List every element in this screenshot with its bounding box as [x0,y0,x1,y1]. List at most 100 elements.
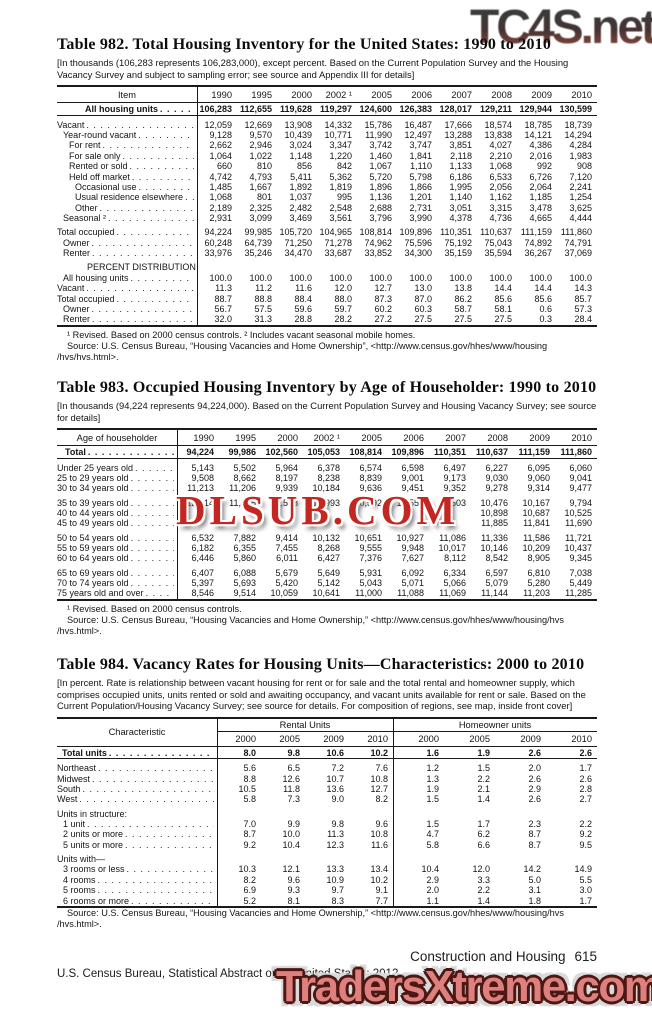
row-label: 35 to 39 years old [57,497,177,508]
data-cell: 801 [256,192,272,203]
data-cell: 992 [536,161,552,172]
row-label-text: All housing units [63,272,129,283]
data-cell: 9,508 [191,473,214,484]
table-983-section: Table 983. Occupied Housing Inventory by… [57,379,597,637]
data-cell: 110,351 [440,227,472,238]
year-header-cell: 2000 [418,734,439,745]
data-cell: 85.6 [494,293,512,304]
table-983-title: Table 983. Occupied Housing Inventory by… [57,379,597,396]
row-label-text: 70 to 74 years old [57,577,129,588]
data-cell: 1,064 [209,150,232,161]
data-cell: 12.6 [282,773,300,784]
data-cell: 35,594 [484,248,512,259]
dot-leader [125,829,214,839]
data-cell: 5,362 [329,171,352,182]
data-cell: 11.2 [255,283,272,294]
table-984-section: Table 984. Vacancy Rates for Housing Uni… [57,656,597,930]
data-cell: 12,059 [204,119,232,130]
data-cell: 4,386 [529,140,552,151]
table-983-footnote: ¹ Revised. Based on 2000 census controls… [67,604,242,615]
data-cell: 128,017 [439,103,472,114]
data-cell: 10,927 [396,532,424,543]
data-cell: 11.6 [371,839,388,850]
data-cell: 9,477 [569,483,592,494]
table-row: Northeast 5.6 6.5 7.2 7.6 1.2 1.5 2.0 1.7 [57,763,597,773]
data-cell: 5,411 [290,171,312,182]
data-cell: 88.7 [214,293,232,304]
data-cell: 88.0 [334,293,352,304]
data-cell: 71,278 [324,237,352,248]
data-cell: 14.3 [574,283,592,294]
data-cell: 129,211 [479,103,512,114]
row-label: Occasional use [57,182,197,192]
data-cell: 100.0 [289,272,312,283]
data-cell: 129,944 [519,103,552,114]
data-cell: 11,336 [481,532,508,543]
column-divider [217,718,218,906]
data-cell: 37,069 [564,248,592,259]
row-label-text: 2 units or more [63,829,124,840]
data-cell: 1.8 [528,895,541,906]
year-header-cell: 2010 [571,89,592,100]
data-cell: 74,892 [524,237,552,248]
data-cell: 1.7 [477,819,490,830]
data-cell: 87.3 [374,293,392,304]
data-cell: 4.7 [426,829,439,840]
row-label: Seasonal ² [57,213,197,223]
table-984-source-wrap: /hvs.html>. [57,918,102,929]
data-cell: 10,592 [354,497,382,508]
table-row: Total occupied 88.7 88.8 88.4 88.0 87.3 87.0 86… [57,293,597,304]
dot-leader [146,588,174,598]
dot-leader [92,238,194,248]
table-984-title: Table 984. Vacancy Rates for Housing Uni… [57,656,585,673]
data-cell: 100.0 [489,272,512,283]
row-label-text: PERCENT DISTRIBUTION [87,262,196,273]
row-label-text: 45 to 49 years old [57,518,129,529]
table-row: Owner 56.7 57.5 59.6 59.7 60.2 60.3 58.7 58.1 0.6… [57,304,597,314]
data-cell: 35,246 [244,248,272,259]
data-cell: 9.0 [331,794,344,805]
data-cell: 4,665 [529,213,552,224]
table-row: Occasional use 1,485 1,667 1,892 1,819 1,896 1… [57,182,597,192]
data-cell: 2,688 [369,202,392,213]
row-label: 45 to 49 years old [57,518,177,528]
data-cell: 119,628 [279,103,312,114]
data-cell: 99,986 [228,446,256,457]
data-cell: 1,201 [409,192,432,203]
data-cell: 11.3 [327,829,344,840]
table-row: Usual residence elsewhere 1,068 801 1,037 99… [57,192,597,202]
data-cell: 908 [576,161,592,172]
table-row: 75 years old and over 8,546 9,514 10,059 10,… [57,588,597,598]
row-label: All housing units [57,103,197,115]
watermark-tradersxtreme: TradersXtreme.com [276,962,652,1011]
data-cell: 2.9 [528,784,541,795]
data-cell: 0.3 [539,314,552,325]
data-cell: 12.1 [282,864,300,875]
row-label: 5 rooms [57,885,217,895]
data-cell: 9,939 [275,483,298,494]
table-row: Other 2,189 2,325 2,482 2,548 2,688 2,731 3,051… [57,203,597,213]
data-cell: 10.9 [326,874,344,885]
table-982-source: Source: U.S. Census Bureau, “Housing Vac… [67,341,548,351]
data-cell: 6,378 [317,462,340,473]
dot-leader [98,763,214,773]
table-row: 60 to 64 years old 6,446 5,860 6,011 6,427 7,… [57,553,597,563]
data-cell: 33,976 [204,248,232,259]
table-983-header: Age of householder 1990 1995 2000 2002 ¹ 200… [57,430,597,447]
data-cell: 3,315 [489,202,512,213]
data-cell: 2.0 [426,885,439,896]
year-header-cell: 1995 [251,89,272,100]
data-cell: 9,060 [527,473,550,484]
data-cell: 18,785 [524,119,552,130]
data-cell: 100.0 [369,272,392,283]
data-cell: 94,224 [186,446,214,457]
row-label: All housing units [57,273,197,283]
data-cell: 11,578 [271,497,298,508]
data-cell: 7,038 [569,567,592,578]
data-cell: 12.0 [472,864,490,875]
data-cell: 110,637 [480,227,512,238]
homeowner-year-header-row: 2000 2005 2009 2010 [393,732,597,746]
data-cell: 7.6 [375,763,388,774]
data-cell: 2.3 [528,819,541,830]
data-cell: 2,931 [209,213,232,224]
